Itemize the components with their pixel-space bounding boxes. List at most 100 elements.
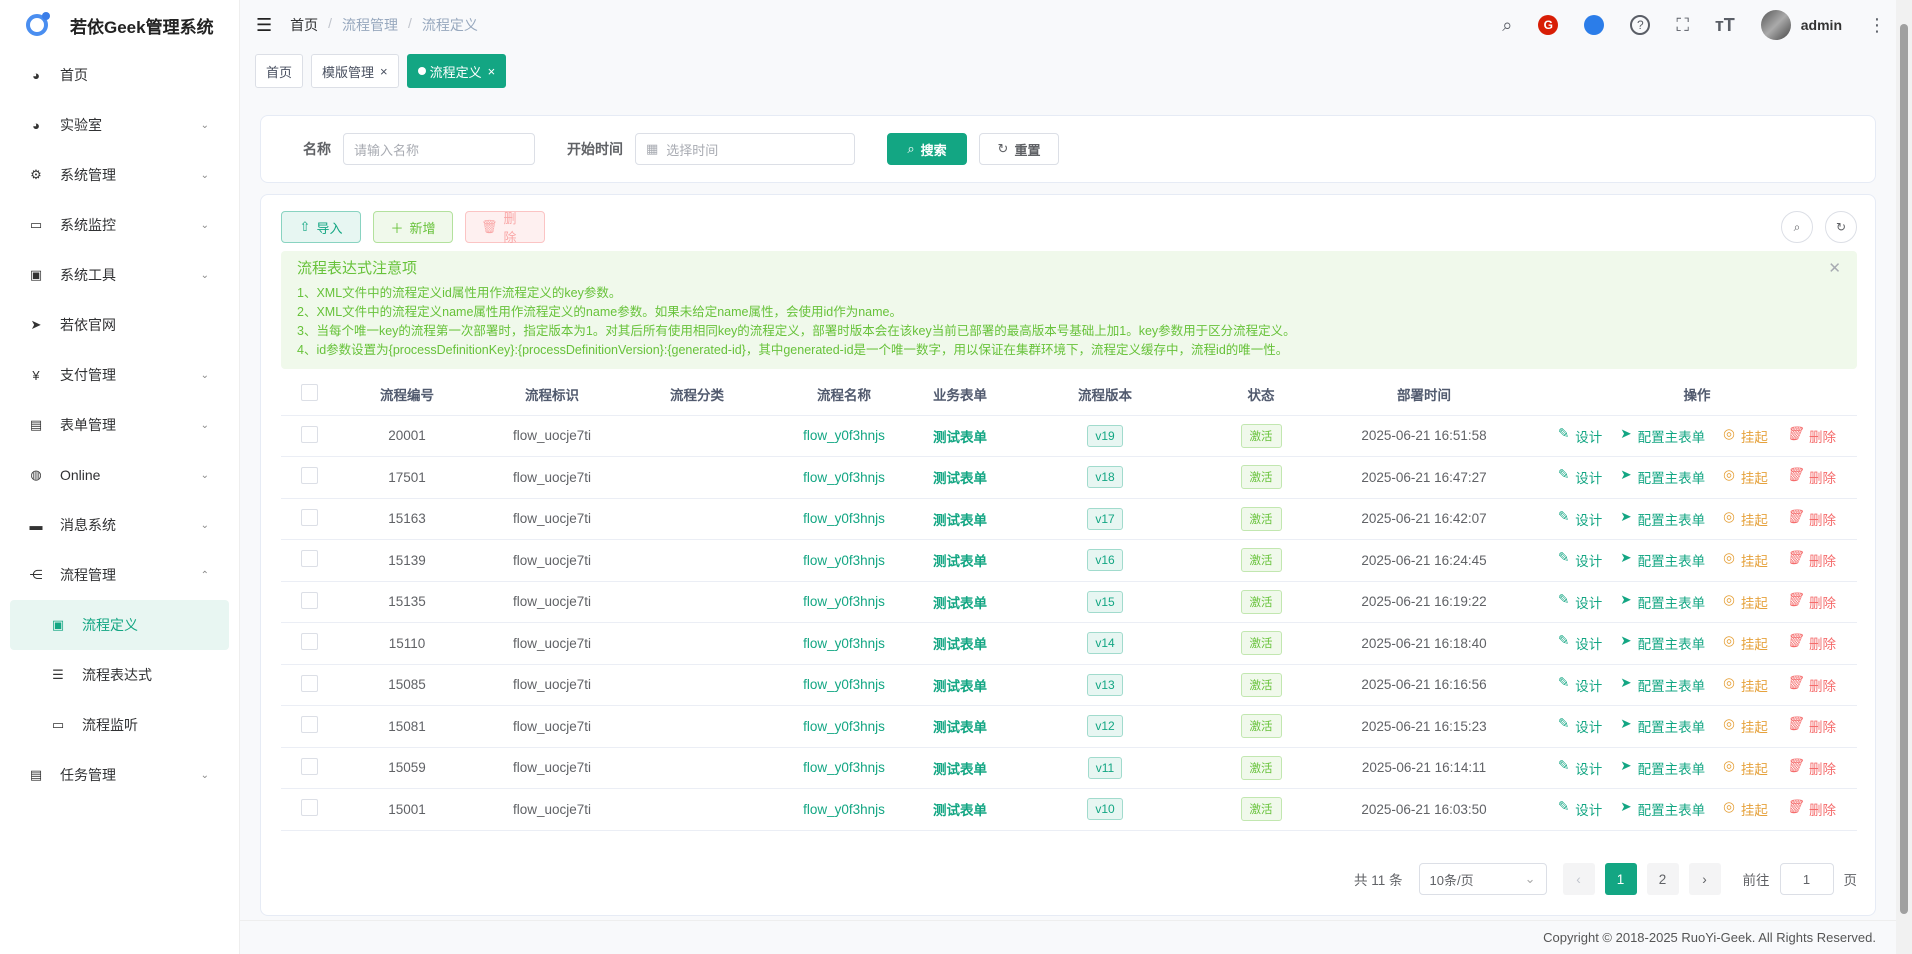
sidebar-item-5[interactable]: ➤ 若依官网 <box>0 300 239 350</box>
tag-template[interactable]: 模版管理 × <box>311 54 399 88</box>
suspend-button[interactable]: ◎ 挂起 <box>1723 716 1768 736</box>
scrollbar[interactable] <box>1896 0 1912 954</box>
design-button[interactable]: ✎ 设计 <box>1558 550 1602 570</box>
row-checkbox[interactable] <box>300 591 318 609</box>
sidebar-item-9[interactable]: ▬ 消息系统 ⌄ <box>0 500 239 550</box>
design-button[interactable]: ✎ 设计 <box>1558 633 1602 653</box>
time-input[interactable]: ▦ 选择时间 <box>635 133 855 165</box>
sidebar-item-6[interactable]: ¥ 支付管理 ⌄ <box>0 350 239 400</box>
page-2[interactable]: 2 <box>1646 863 1679 895</box>
close-icon[interactable]: ✕ <box>1828 260 1841 277</box>
sidebar-item-12[interactable]: ☰ 流程表达式 <box>0 650 239 700</box>
form-link[interactable]: 测试表单 <box>933 471 987 487</box>
suspend-button[interactable]: ◎ 挂起 <box>1723 758 1768 778</box>
suspend-button[interactable]: ◎ 挂起 <box>1723 426 1768 446</box>
flow-name-link[interactable]: flow_y0f3hnjs <box>803 552 885 568</box>
design-button[interactable]: ✎ 设计 <box>1558 592 1602 612</box>
page-1[interactable]: 1 <box>1604 863 1637 895</box>
suspend-button[interactable]: ◎ 挂起 <box>1723 592 1768 612</box>
close-icon[interactable]: × <box>380 63 388 79</box>
flow-name-link[interactable]: flow_y0f3hnjs <box>803 428 885 444</box>
flow-name-link[interactable]: flow_y0f3hnjs <box>803 801 885 817</box>
config-form-button[interactable]: ➤ 配置主表单 <box>1620 550 1705 570</box>
form-link[interactable]: 测试表单 <box>933 803 987 819</box>
suspend-button[interactable]: ◎ 挂起 <box>1723 509 1768 529</box>
suspend-button[interactable]: ◎ 挂起 <box>1723 633 1768 653</box>
row-checkbox[interactable] <box>300 467 318 485</box>
flow-name-link[interactable]: flow_y0f3hnjs <box>803 511 885 527</box>
suspend-button[interactable]: ◎ 挂起 <box>1723 675 1768 695</box>
github-icon[interactable] <box>1584 15 1605 35</box>
flow-name-link[interactable]: flow_y0f3hnjs <box>803 594 885 610</box>
more-icon[interactable]: ⋮ <box>1868 14 1886 35</box>
tag-home[interactable]: 首页 <box>255 54 304 88</box>
sidebar-item-14[interactable]: ▤ 任务管理 ⌄ <box>0 750 239 800</box>
design-button[interactable]: ✎ 设计 <box>1558 799 1602 819</box>
suspend-button[interactable]: ◎ 挂起 <box>1723 550 1768 570</box>
config-form-button[interactable]: ➤ 配置主表单 <box>1620 716 1705 736</box>
sidebar-item-7[interactable]: ▤ 表单管理 ⌄ <box>0 400 239 450</box>
config-form-button[interactable]: ➤ 配置主表单 <box>1620 509 1705 529</box>
select-all-checkbox[interactable] <box>300 383 318 401</box>
sidebar-item-1[interactable]: ◕ 实验室 ⌄ <box>0 100 239 150</box>
avatar[interactable] <box>1760 10 1791 40</box>
row-delete-button[interactable]: 🗑 删除 <box>1786 592 1836 612</box>
config-form-button[interactable]: ➤ 配置主表单 <box>1620 758 1705 778</box>
gitee-icon[interactable]: G <box>1538 15 1559 35</box>
form-link[interactable]: 测试表单 <box>933 761 987 777</box>
sidebar-item-11[interactable]: ▣ 流程定义 <box>10 600 229 650</box>
breadcrumb-home[interactable]: 首页 <box>290 17 319 33</box>
design-button[interactable]: ✎ 设计 <box>1558 509 1602 529</box>
refresh-button[interactable]: ↻ <box>1825 211 1857 243</box>
row-delete-button[interactable]: 🗑 删除 <box>1786 509 1836 529</box>
fullscreen-icon[interactable]: ⛶ <box>1676 14 1689 35</box>
import-button[interactable]: ⇧ 导入 <box>281 211 361 243</box>
flow-name-link[interactable]: flow_y0f3hnjs <box>803 760 885 776</box>
flow-name-link[interactable]: flow_y0f3hnjs <box>803 635 885 651</box>
delete-button[interactable]: 🗑 删除 <box>465 211 545 245</box>
help-icon[interactable]: ? <box>1630 15 1651 35</box>
close-icon[interactable]: × <box>487 63 496 79</box>
suspend-button[interactable]: ◎ 挂起 <box>1723 799 1768 819</box>
row-delete-button[interactable]: 🗑 删除 <box>1786 633 1836 653</box>
row-checkbox[interactable] <box>300 799 318 817</box>
row-delete-button[interactable]: 🗑 删除 <box>1786 716 1836 736</box>
design-button[interactable]: ✎ 设计 <box>1558 467 1602 487</box>
username[interactable]: admin <box>1800 17 1842 33</box>
row-delete-button[interactable]: 🗑 删除 <box>1786 799 1836 819</box>
page-size-select[interactable]: 10条/页 ⌄ <box>1418 863 1547 895</box>
toggle-search-button[interactable]: ⌕ <box>1781 211 1813 243</box>
sidebar-item-0[interactable]: ◕ 首页 <box>0 50 239 100</box>
next-page-button[interactable]: › <box>1688 863 1721 895</box>
form-link[interactable]: 测试表单 <box>933 429 987 445</box>
prev-page-button[interactable]: ‹ <box>1562 863 1595 895</box>
form-link[interactable]: 测试表单 <box>933 512 987 528</box>
row-checkbox[interactable] <box>300 633 318 651</box>
font-size-icon[interactable]: тT <box>1714 14 1735 35</box>
form-link[interactable]: 测试表单 <box>933 637 987 653</box>
row-delete-button[interactable]: 🗑 删除 <box>1786 550 1836 570</box>
search-icon[interactable]: ⌕ <box>1502 14 1513 35</box>
row-delete-button[interactable]: 🗑 删除 <box>1786 426 1836 446</box>
row-checkbox[interactable] <box>300 425 318 443</box>
sidebar-item-10[interactable]: ⋲ 流程管理 ⌃ <box>0 550 239 600</box>
goto-page-input[interactable]: 1 <box>1779 863 1834 895</box>
row-checkbox[interactable] <box>300 716 318 734</box>
app-logo[interactable]: 若依Geek管理系统 <box>0 0 239 50</box>
form-link[interactable]: 测试表单 <box>933 678 987 694</box>
flow-name-link[interactable]: flow_y0f3hnjs <box>803 677 885 693</box>
config-form-button[interactable]: ➤ 配置主表单 <box>1620 467 1705 487</box>
row-checkbox[interactable] <box>300 508 318 526</box>
flow-name-link[interactable]: flow_y0f3hnjs <box>803 718 885 734</box>
design-button[interactable]: ✎ 设计 <box>1558 716 1602 736</box>
config-form-button[interactable]: ➤ 配置主表单 <box>1620 633 1705 653</box>
config-form-button[interactable]: ➤ 配置主表单 <box>1620 426 1705 446</box>
search-button[interactable]: ⌕ 搜索 <box>887 133 967 165</box>
flow-name-link[interactable]: flow_y0f3hnjs <box>803 469 885 485</box>
suspend-button[interactable]: ◎ 挂起 <box>1723 467 1768 487</box>
reset-button[interactable]: ↻ 重置 <box>979 133 1059 165</box>
config-form-button[interactable]: ➤ 配置主表单 <box>1620 799 1705 819</box>
design-button[interactable]: ✎ 设计 <box>1558 675 1602 695</box>
add-button[interactable]: ＋ 新增 <box>373 211 453 243</box>
sidebar-item-3[interactable]: ▭ 系统监控 ⌄ <box>0 200 239 250</box>
